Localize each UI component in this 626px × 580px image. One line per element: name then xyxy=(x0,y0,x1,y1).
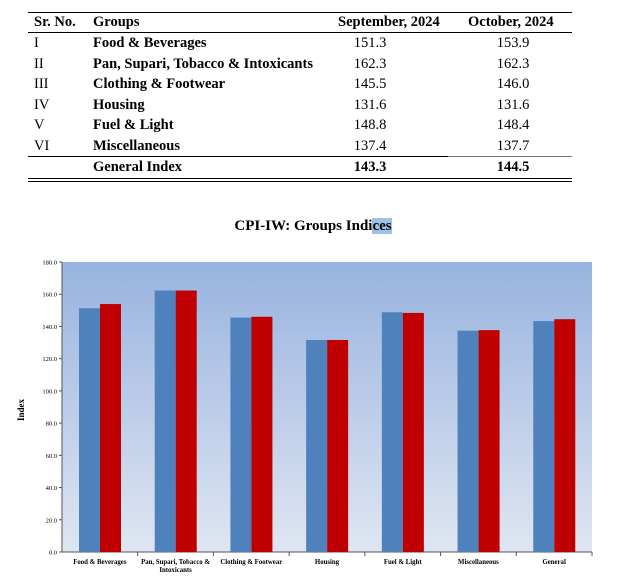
y-axis-label: Index xyxy=(16,399,26,422)
row-group: Pan, Supari, Tobacco & Intoxicants xyxy=(93,55,313,72)
x-tick-label-line2: Intoxicants xyxy=(159,567,192,574)
row-sr: VI xyxy=(34,137,50,154)
row-group: Miscellaneous xyxy=(93,137,180,154)
row-sr: IV xyxy=(34,96,50,113)
table-row: IV Housing 131.6 131.6 xyxy=(28,95,572,115)
y-tick-label: 40.0 xyxy=(46,485,57,492)
table-top-rule xyxy=(28,12,572,13)
row-group: Food & Beverages xyxy=(93,35,207,51)
bottom-rule-2 xyxy=(28,181,572,182)
bar-september xyxy=(457,330,479,552)
header-september: September, 2024 xyxy=(338,14,440,30)
row-october: 146.0 xyxy=(496,76,530,92)
table-row: V Fuel & Light 148.8 148.4 xyxy=(28,115,572,135)
total-sep: 143.3 xyxy=(353,159,387,175)
chart-title-selected-text: ces xyxy=(372,218,392,234)
bar-october xyxy=(327,339,349,552)
row-september: 162.3 xyxy=(353,55,387,72)
row-sr: V xyxy=(34,117,45,133)
bar-september xyxy=(230,317,252,552)
x-tick-label: Clothing & Footwear xyxy=(220,559,282,566)
table-row: I Food & Beverages 151.3 153.9 xyxy=(28,33,572,53)
row-september: 137.4 xyxy=(353,137,387,154)
row-september: 148.8 xyxy=(353,117,387,133)
total-label: General Index xyxy=(93,159,183,175)
bar-october xyxy=(554,319,576,552)
y-tick-label: 100.0 xyxy=(42,388,57,395)
row-group: Housing xyxy=(93,96,145,113)
table-row: III Clothing & Footwear 145.5 146.0 xyxy=(28,74,572,94)
y-tick-label: 80.0 xyxy=(46,421,57,428)
y-tick-label: 60.0 xyxy=(46,453,57,460)
y-tick-label: 0.0 xyxy=(49,550,57,557)
row-september: 151.3 xyxy=(353,35,387,51)
bottom-rule-1 xyxy=(28,178,572,179)
row-october: 148.4 xyxy=(496,117,530,133)
x-tick-label: Miscellaneous xyxy=(458,559,499,566)
x-tick-label: Fuel & Light xyxy=(384,559,422,566)
row-group: Clothing & Footwear xyxy=(93,76,226,92)
bar-september xyxy=(533,321,555,552)
table-row-total: General Index 143.3 144.5 xyxy=(28,157,572,177)
bar-october xyxy=(100,304,121,552)
bar-september xyxy=(154,290,176,552)
x-tick-label: Food & Beverages xyxy=(73,559,127,566)
table-header: Sr. No. Groups September, 2024 October, … xyxy=(28,12,572,32)
row-september: 145.5 xyxy=(353,76,387,92)
y-tick-label: 180.0 xyxy=(42,260,57,267)
y-tick-label: 140.0 xyxy=(42,324,57,331)
header-sr-no: Sr. No. xyxy=(34,14,76,30)
row-sr: III xyxy=(34,76,49,92)
total-oct: 144.5 xyxy=(496,159,530,175)
row-october: 162.3 xyxy=(496,55,530,72)
header-rule xyxy=(28,32,572,33)
y-tick-label: 120.0 xyxy=(42,356,57,363)
row-group: Fuel & Light xyxy=(93,117,174,133)
bar-october xyxy=(175,290,197,552)
bar-chart: 0.0 20.0 40.0 60.0 80.0 100.0 120.0 140.0 160.0 1… xyxy=(16,260,593,574)
y-tick-label: 160.0 xyxy=(42,292,57,299)
table-row: VI Miscellaneous 137.4 137.7 xyxy=(28,136,572,156)
row-october: 153.9 xyxy=(496,35,530,51)
header-groups: Groups xyxy=(93,14,140,30)
total-rule-end xyxy=(448,156,572,157)
row-october: 137.7 xyxy=(496,137,530,154)
bar-october xyxy=(402,312,424,552)
bar-september xyxy=(79,308,100,552)
row-september: 131.6 xyxy=(353,96,387,113)
bar-october xyxy=(251,316,273,552)
bar-october xyxy=(478,330,500,552)
chart-title: CPI-IW: Groups Indices xyxy=(0,218,626,235)
row-sr: II xyxy=(34,55,44,72)
chart-title-text: CPI-IW: Groups Indi xyxy=(234,218,373,234)
y-tick-label: 20.0 xyxy=(46,517,57,524)
x-tick-label: Housing xyxy=(315,559,340,566)
total-rule xyxy=(28,156,448,157)
x-tick-label: General xyxy=(542,559,566,566)
header-october: October, 2024 xyxy=(468,14,554,30)
bar-september xyxy=(381,312,403,552)
table-row: II Pan, Supari, Tobacco & Intoxicants 162.… xyxy=(28,54,572,74)
row-october: 131.6 xyxy=(496,96,530,113)
row-sr: I xyxy=(34,35,39,51)
bar-september xyxy=(306,339,328,552)
x-tick-label: Pan, Supari, Tobacco & xyxy=(141,559,210,566)
